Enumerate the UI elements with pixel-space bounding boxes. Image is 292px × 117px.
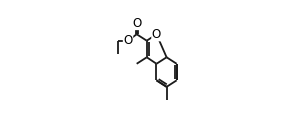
Text: O: O [152,28,161,41]
Text: O: O [124,34,133,47]
Text: O: O [132,16,141,30]
